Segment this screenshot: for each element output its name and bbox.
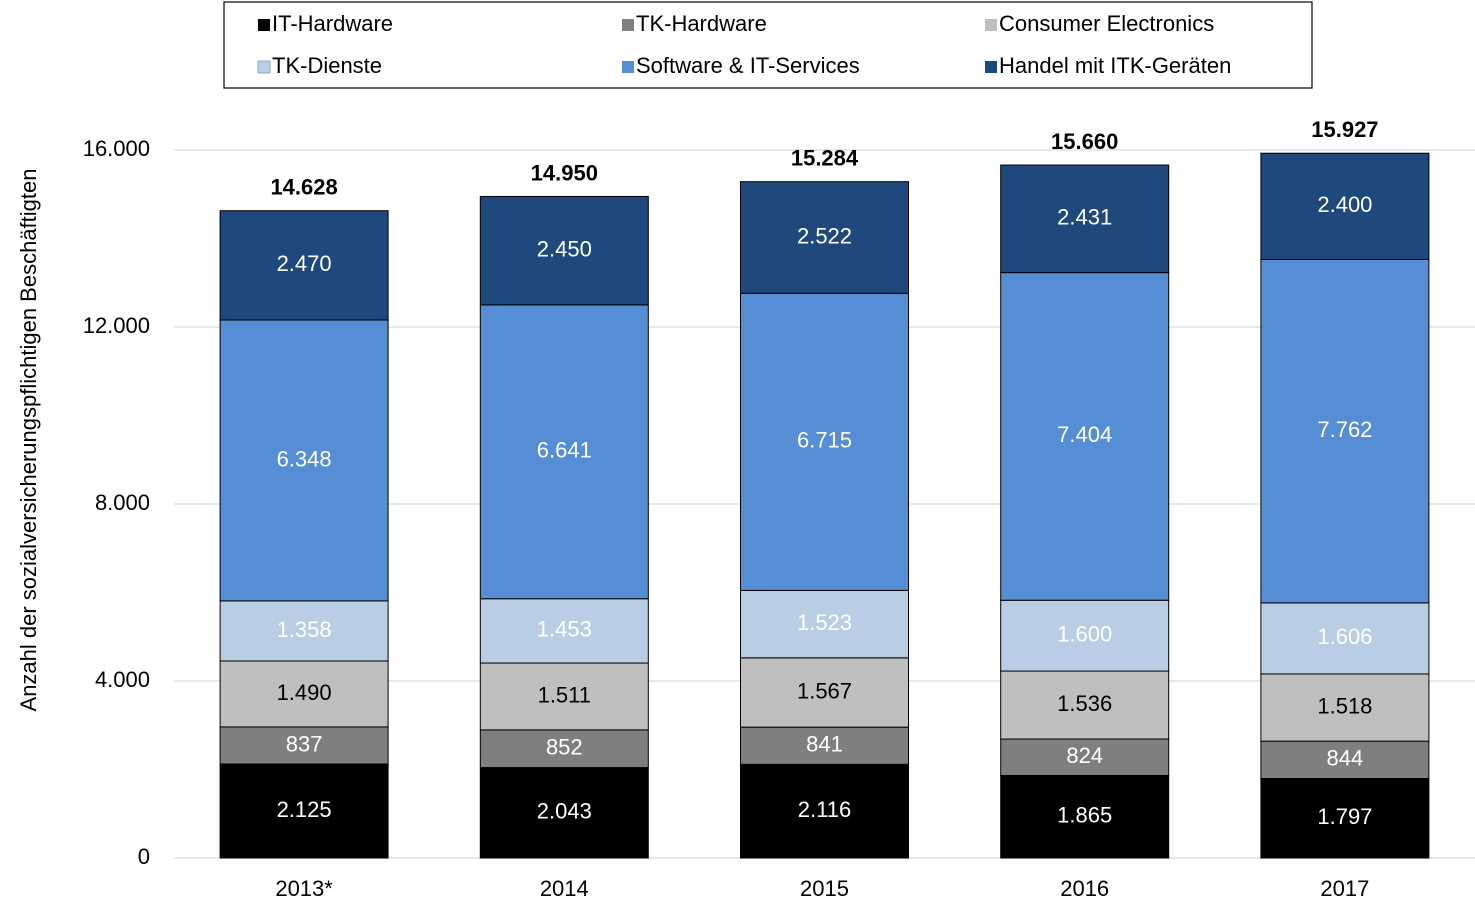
value-label: 2.431 (1057, 205, 1112, 230)
bar-segment (1260, 152, 1430, 260)
bar-segment (740, 181, 909, 294)
value-label: 1.511 (538, 682, 591, 707)
legend-label: Software & IT-Services (636, 53, 860, 78)
value-label: 7.762 (1317, 417, 1372, 442)
value-label: 7.404 (1057, 422, 1112, 447)
bar-segment (740, 726, 909, 765)
legend-box (223, 1, 1313, 89)
value-label: 2.450 (537, 236, 592, 261)
value-label: 1.567 (797, 678, 852, 703)
x-tick-label: 2017 (1320, 876, 1369, 901)
bar-segment (479, 767, 649, 859)
x-tick-label: 2015 (800, 876, 849, 901)
y-tick-label: 16.000 (83, 136, 150, 161)
legend-swatch (985, 61, 997, 73)
total-label: 15.284 (791, 145, 859, 170)
y-tick-label: 12.000 (83, 313, 150, 338)
bar-segment (1260, 673, 1430, 742)
legend-label: TK-Hardware (636, 11, 767, 36)
total-label: 14.628 (270, 175, 337, 200)
value-label: 1.523 (797, 610, 852, 635)
value-label: 1.797 (1317, 804, 1372, 829)
bar-segment (1000, 599, 1170, 672)
legend-label: TK-Dienste (272, 53, 382, 78)
value-label: 841 (806, 732, 843, 757)
value-label: 2.043 (537, 799, 592, 824)
legend-label: IT-Hardware (272, 11, 393, 36)
y-tick-label: 4.000 (95, 667, 150, 692)
bar-segment (740, 657, 909, 728)
total-label: 15.660 (1051, 129, 1118, 154)
y-tick-label: 0 (138, 844, 150, 869)
bar-segment (1260, 740, 1430, 779)
value-label: 1.358 (277, 617, 332, 642)
value-label: 6.715 (797, 428, 852, 453)
legend-label: Consumer Electronics (999, 11, 1214, 36)
x-tick-label: 2016 (1060, 876, 1109, 901)
x-tick-label: 2014 (540, 876, 589, 901)
value-label: 1.606 (1317, 624, 1372, 649)
y-tick-label: 8.000 (95, 490, 150, 515)
bar-segment (479, 729, 649, 769)
legend-swatch (622, 61, 634, 73)
bar-segment (1000, 272, 1170, 601)
value-label: 2.400 (1317, 192, 1372, 217)
value-label: 1.536 (1057, 691, 1112, 716)
value-label: 1.453 (537, 617, 592, 642)
total-label: 15.927 (1311, 117, 1378, 142)
bar-segment (1000, 164, 1170, 274)
value-label: 2.116 (798, 797, 851, 822)
legend-swatch (258, 19, 270, 31)
bar-segment (219, 763, 389, 859)
bar-segment (740, 292, 909, 591)
bar-segment (219, 210, 389, 321)
bar-segment (479, 195, 649, 306)
value-label: 824 (1066, 743, 1103, 768)
value-label: 837 (286, 731, 323, 756)
value-label: 2.125 (277, 797, 332, 822)
legend-swatch (257, 60, 271, 74)
x-tick-label: 2013* (275, 876, 333, 901)
y-axis-label: Anzahl der sozialversicherungspflichtige… (16, 169, 41, 712)
value-label: 844 (1327, 746, 1364, 771)
bar-segment (479, 304, 649, 600)
bar-segment (1000, 738, 1170, 776)
legend-label: Handel mit ITK-Geräten (999, 53, 1231, 78)
value-label: 1.518 (1317, 693, 1372, 718)
value-label: 2.522 (797, 223, 852, 248)
value-label: 2.470 (277, 251, 332, 276)
value-label: 6.641 (537, 438, 592, 463)
bar-segment (479, 662, 649, 731)
bar-segment (740, 763, 909, 859)
value-label: 1.490 (277, 680, 332, 705)
legend-swatch (985, 19, 997, 31)
value-label: 6.348 (277, 446, 332, 471)
value-label: 1.600 (1057, 621, 1112, 646)
bar-segment (1260, 602, 1430, 675)
bar-segment (479, 598, 649, 664)
bar-segment (1000, 774, 1170, 859)
total-label: 14.950 (531, 160, 598, 185)
bar-segment (1000, 670, 1170, 740)
bar-segment (1260, 777, 1430, 859)
value-label: 1.865 (1057, 803, 1112, 828)
legend-swatch (622, 19, 634, 31)
bar-segment (1260, 258, 1430, 604)
bar-segment (740, 589, 909, 659)
value-label: 852 (546, 735, 583, 760)
